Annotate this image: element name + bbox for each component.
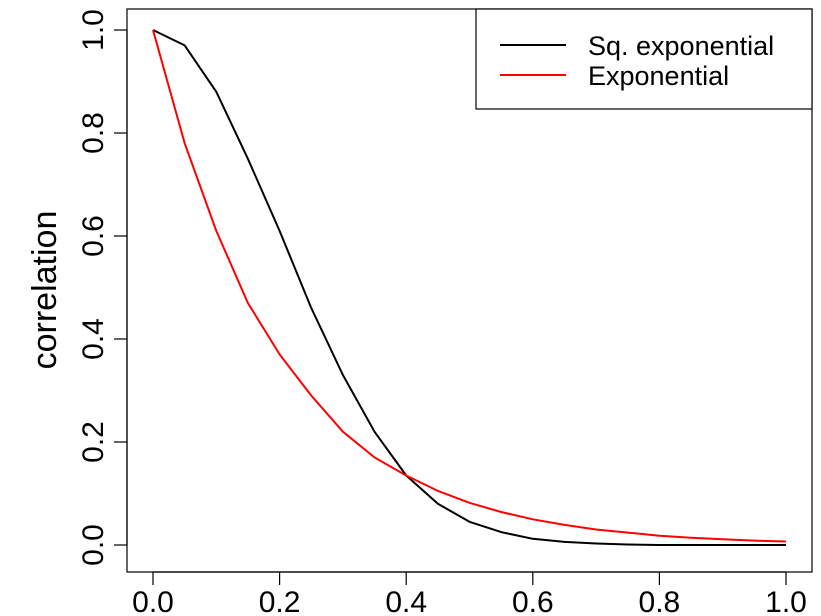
legend-label-sq-exponential: Sq. exponential — [588, 31, 774, 61]
legend-box — [475, 8, 813, 110]
x-tick-label: 0.6 — [512, 586, 554, 616]
x-tick-label: 0.0 — [132, 586, 174, 616]
y-axis-title: correlation — [26, 211, 64, 370]
x-tick-label: 0.2 — [259, 586, 301, 616]
y-tick-label: 0.0 — [77, 524, 110, 566]
y-tick-label: 0.6 — [77, 215, 110, 257]
y-tick-label: 0.8 — [77, 112, 110, 154]
y-tick-label: 1.0 — [77, 9, 110, 51]
legend-label-exponential: Exponential — [588, 61, 729, 91]
legend: Sq. exponential Exponential — [475, 8, 813, 110]
series-layer — [152, 29, 787, 546]
y-axis: 0.0 0.2 0.4 0.6 0.8 1.0 — [77, 9, 128, 566]
y-tick-label: 0.4 — [77, 318, 110, 360]
y-tick-label: 0.2 — [77, 421, 110, 463]
x-axis: 0.0 0.2 0.4 0.6 0.8 1.0 — [132, 571, 807, 616]
x-tick-label: 0.8 — [639, 586, 681, 616]
x-tick-label: 0.4 — [385, 586, 427, 616]
series-line-exponential — [152, 29, 787, 543]
series-line-sq-exponential — [152, 29, 786, 546]
x-tick-label: 1.0 — [765, 586, 807, 616]
